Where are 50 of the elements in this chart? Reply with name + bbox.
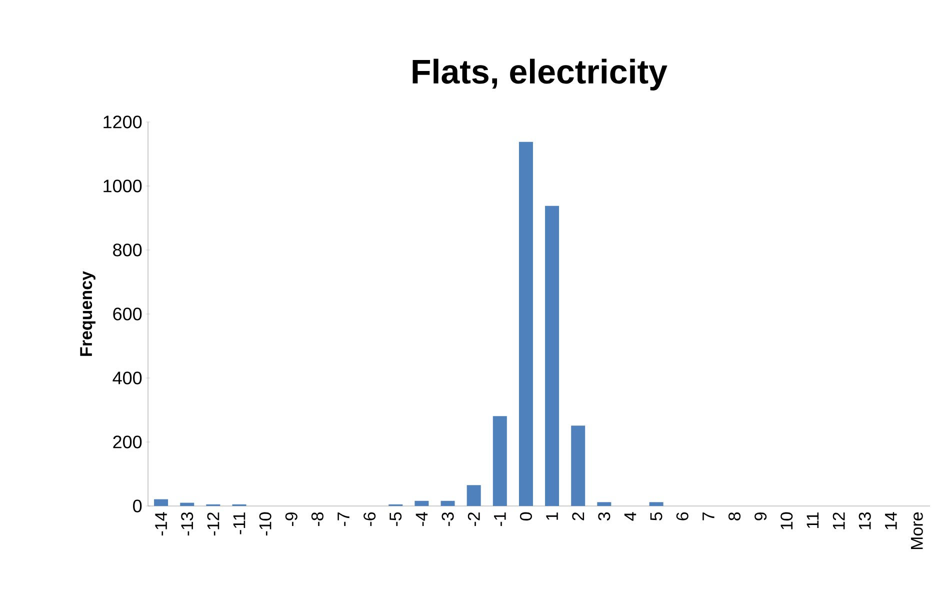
bar [414,500,429,506]
y-tick-label: 400 [112,372,142,384]
y-axis-title: Frequency [80,271,96,356]
x-tick-label: 9 [754,512,767,520]
bar [571,426,586,506]
y-tick-label: 200 [113,436,142,448]
x-tick-label: More [911,512,923,549]
y-tick-label: 0 [133,500,142,512]
x-tick-label: -5 [390,512,402,526]
x-tick-label: -13 [181,512,194,536]
y-tick-label: 600 [113,308,142,320]
x-tick-label: -11 [233,512,246,534]
x-tick-label: 10 [780,512,793,530]
bar [440,500,455,506]
x-tick-label: 13 [858,512,871,530]
x-tick-label: 6 [676,512,688,520]
x-tick-label: -12 [207,512,220,536]
x-tick-label: 5 [650,512,662,520]
x-tick-label: -1 [494,512,506,526]
x-tick-label: 0 [520,512,532,520]
bar [154,499,168,506]
x-tick-label: -10 [259,512,272,536]
x-tick-label: -8 [311,512,324,526]
bar [492,416,507,506]
x-tick-label: 4 [624,512,636,521]
x-tick-label: 8 [728,512,741,520]
bar [649,502,664,506]
x-tick-label: 7 [702,512,714,520]
bar [545,206,560,506]
bar [180,502,194,506]
x-tick-label: -4 [416,512,428,526]
y-tick-label: 1000 [104,180,142,192]
x-tick-label: 3 [598,512,610,520]
x-tick-label: 12 [832,512,845,530]
x-tick-label: 11 [806,512,819,528]
x-tick-label: -9 [285,512,298,526]
x-tick-label: -2 [468,512,480,526]
x-tick-label: -7 [338,512,350,526]
y-tick-label: 800 [113,244,142,256]
chart-title: Flats, electricity [412,58,668,90]
bar [466,485,481,506]
y-tick-label: 1200 [104,116,142,128]
x-tick-label: 1 [546,512,558,520]
x-tick-label: -3 [442,512,454,526]
x-tick-label: 14 [885,512,897,530]
x-tick-label: -6 [364,512,376,526]
x-tick-label: -14 [155,512,167,536]
bar [518,142,533,506]
bar [597,502,612,506]
x-tick-label: 2 [572,512,584,520]
